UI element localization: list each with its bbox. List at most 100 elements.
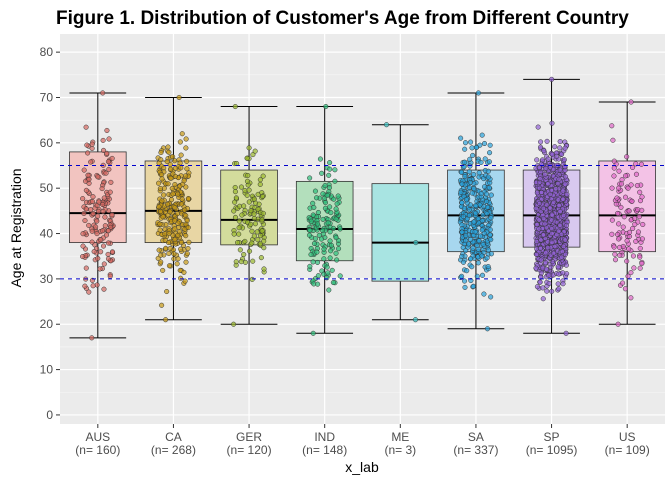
data-point-ca [157,221,163,227]
data-point-ger [245,172,251,179]
data-point-ca [167,245,173,251]
data-point-sa [468,236,474,243]
data-point-sa [459,253,465,260]
data-point-sp [552,243,558,250]
data-point-sa [466,207,472,213]
data-point-sp [534,222,540,228]
data-point-sp [561,157,567,163]
data-point-aus [98,237,104,243]
data-point-ind [308,218,314,224]
data-point-aus [94,218,100,224]
data-point-sp [543,165,549,171]
data-point-sp [549,120,555,126]
data-point-us [610,137,616,143]
data-point-us [633,238,639,244]
data-point-ca [182,278,188,284]
data-point-ind [321,246,327,252]
data-point-sp [545,245,551,251]
data-point-ca [183,233,189,239]
data-point-aus [82,283,88,289]
data-point-sp [549,225,555,232]
data-point-aus [109,155,115,161]
data-point-ger [255,237,261,243]
data-point-ca [168,166,174,172]
data-point-sa [485,263,491,270]
data-point-us [635,207,641,213]
data-point-ca [159,302,165,308]
data-point-aus [106,136,112,142]
data-point-ind [322,200,329,206]
data-point-ind [322,182,328,189]
data-point-sp [560,196,566,202]
data-point-sp [557,222,563,228]
data-point-sp [538,257,544,263]
x-tick-label-ger: GER [236,430,262,444]
data-point-ind [318,236,325,242]
data-point-ca [181,269,187,275]
data-point-ind [319,227,326,233]
data-point-us [640,221,646,228]
data-point-sa [470,245,476,251]
data-point-sa [478,191,484,197]
data-point-sa [474,242,480,249]
data-point-ca [178,246,184,252]
data-point-aus [107,273,113,279]
data-point-aus [106,166,112,172]
data-point-sa [475,216,481,222]
data-point-ind [337,273,343,279]
data-point-aus [86,176,92,182]
data-point-ca [158,252,164,258]
data-point-aus [89,141,95,147]
data-point-ger [249,240,255,246]
data-point-ind [337,226,343,232]
data-point-sp [563,222,569,229]
data-point-ca [186,239,192,245]
data-point-ger [246,199,252,205]
data-point-ind [328,242,334,248]
data-point-ca [183,184,189,190]
data-point-me [383,122,390,128]
data-point-us [638,161,645,167]
data-point-ind [312,188,318,194]
data-point-ca [184,158,190,164]
data-point-ind [326,185,333,191]
data-point-aus [101,195,107,201]
data-point-aus [103,170,109,176]
data-point-ca [183,259,189,265]
data-point-ca [178,152,184,158]
data-point-sa [469,190,475,196]
data-point-us [612,257,619,263]
data-point-sp [551,250,557,256]
data-point-aus [97,266,103,272]
data-point-sp [562,237,568,243]
data-point-ger [252,221,258,227]
data-point-sp [561,212,567,219]
data-point-ca [157,209,164,215]
data-point-aus [94,231,100,237]
data-point-ca [175,256,181,262]
data-point-us [616,185,622,191]
data-point-sa [460,213,466,220]
data-point-sa [460,259,467,265]
data-point-ind [310,259,316,265]
data-point-ger [232,184,238,191]
y-tick-label: 70 [40,90,54,104]
data-point-aus [81,210,87,217]
data-point-sp [555,197,561,203]
data-point-aus [89,239,95,245]
data-point-aus [83,206,89,212]
data-point-sa [462,159,468,165]
data-point-ger [257,241,263,247]
data-point-ca [163,245,169,251]
y-tick-label: 20 [40,317,54,331]
data-point-aus [83,187,89,193]
data-point-us [611,158,617,164]
data-point-sa [473,203,479,209]
data-point-ind [333,216,339,222]
data-point-sa [467,179,473,186]
data-point-ca [166,250,172,257]
data-point-aus [100,90,106,96]
data-point-ger [258,255,264,261]
data-point-sp [562,251,568,257]
data-point-sa [471,219,477,225]
